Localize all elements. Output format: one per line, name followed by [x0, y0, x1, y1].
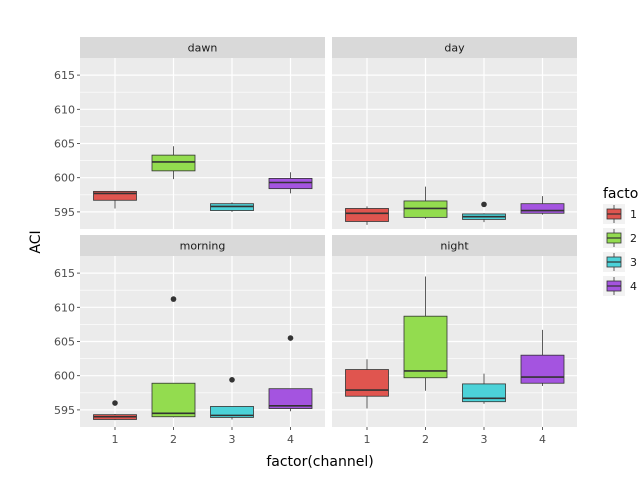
x-tick-label: 3 [229, 433, 236, 446]
x-tick-label: 2 [170, 433, 177, 446]
box-body [151, 154, 196, 172]
legend-label-3: 3 [630, 256, 637, 269]
x-tick-label: 4 [287, 433, 294, 446]
outlier-point [170, 296, 177, 302]
box-channel-2 [151, 296, 196, 418]
x-tick-label: 1 [364, 433, 371, 446]
outlier-point [112, 400, 118, 406]
y-tick-label: 615 [54, 267, 75, 280]
strip-label-night: night [440, 240, 469, 253]
legend-label-2: 2 [630, 232, 637, 245]
legend-label-4: 4 [630, 280, 637, 293]
box-channel-2 [403, 186, 448, 219]
strip-label-day: day [444, 42, 465, 55]
box-channel-2 [151, 146, 196, 180]
box-body [520, 354, 565, 384]
box-channel-4 [268, 335, 313, 412]
outlier-point [287, 335, 294, 341]
x-tick-label: 4 [539, 433, 546, 446]
box-channel-4 [520, 329, 565, 386]
x-axis-title: factor(channel) [266, 454, 373, 470]
y-tick-label: 605 [54, 336, 75, 349]
y-axis-title: ACI [28, 230, 44, 253]
legend-entry-2: 2 [603, 228, 637, 248]
legend-label-1: 1 [630, 208, 637, 221]
box-channel-3 [462, 373, 506, 404]
strip-night [332, 235, 577, 256]
box-channel-1 [345, 359, 389, 409]
legend-entry-3: 3 [603, 252, 637, 272]
y-tick-label: 610 [54, 103, 75, 116]
box-body [268, 177, 313, 190]
panel-dawn: dawn 595 600 605 610 615 [54, 37, 325, 229]
panel-morning: morning 595 600 605 610 615 1 2 3 4 [54, 235, 325, 446]
facet-panels: dawn 595 600 605 610 615 day morning 595 600 605 61… [54, 37, 577, 446]
legend: facto 1 2 3 4 [603, 186, 638, 296]
y-tick-label: 595 [54, 404, 75, 417]
box-channel-1 [93, 400, 137, 421]
box-channel-4 [268, 172, 313, 194]
box-channel-2 [403, 276, 448, 391]
box-body [93, 190, 137, 201]
x-tick-label: 2 [422, 433, 429, 446]
strip-day [332, 37, 577, 58]
y-tick-label: 610 [54, 301, 75, 314]
y-tick-label: 615 [54, 69, 75, 82]
outlier-point [229, 377, 235, 383]
legend-entry-4: 4 [603, 276, 637, 296]
box-body [462, 383, 506, 403]
box-channel-3 [462, 201, 506, 223]
legend-entry-1: 1 [603, 204, 637, 224]
y-tick-label: 605 [54, 138, 75, 151]
y-tick-label: 595 [54, 206, 75, 219]
box-body [210, 406, 254, 418]
box-channel-3 [210, 377, 254, 420]
box-body [345, 369, 389, 397]
y-tick-label: 600 [54, 370, 75, 383]
strip-label-dawn: dawn [188, 42, 218, 55]
strip-label-morning: morning [180, 240, 226, 253]
box-channel-1 [93, 190, 137, 209]
box-body [520, 203, 565, 214]
strip-morning [80, 235, 325, 256]
box-body [151, 382, 196, 418]
outlier-point [481, 201, 487, 208]
x-tick-label: 1 [112, 433, 119, 446]
box-body [403, 315, 448, 379]
box-channel-1 [345, 206, 389, 225]
box-channel-4 [520, 196, 565, 215]
box-body [268, 388, 313, 409]
strip-dawn [80, 37, 325, 58]
x-tick-label: 3 [481, 433, 488, 446]
y-tick-label: 600 [54, 172, 75, 185]
box-channel-3 [210, 202, 254, 212]
panel-day: day [332, 37, 577, 229]
legend-title: facto [603, 186, 638, 202]
box-body [345, 208, 389, 222]
panel-night: night 1 2 3 4 [332, 235, 577, 446]
